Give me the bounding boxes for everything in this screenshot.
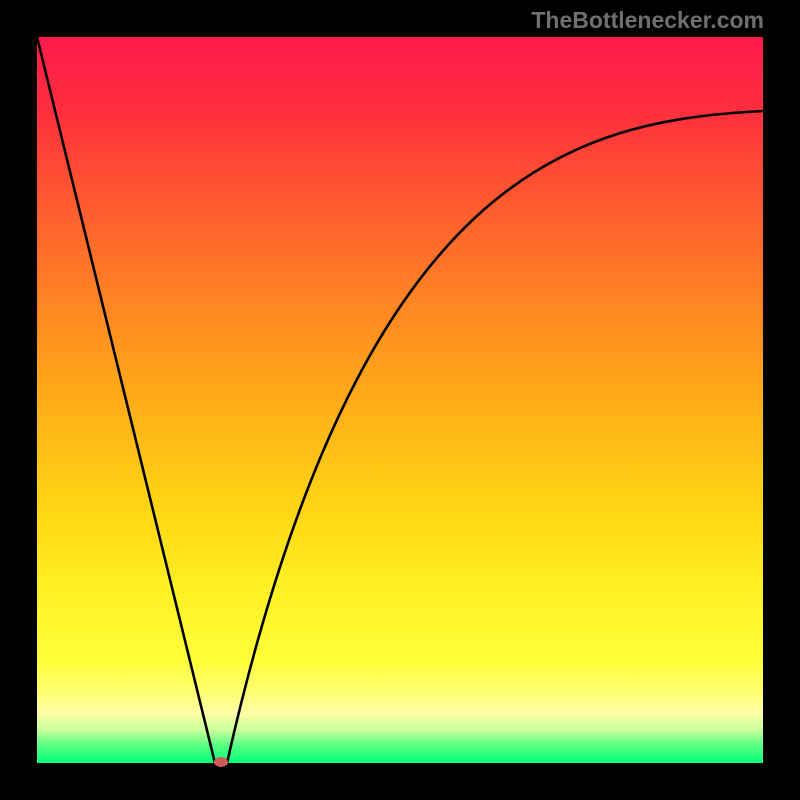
plot-area: [37, 37, 763, 763]
watermark-text: TheBottlenecker.com: [531, 7, 764, 34]
right-branch-curve: [227, 111, 763, 763]
curve-overlay: [37, 37, 763, 763]
minimum-marker: [214, 757, 228, 767]
left-branch-line: [37, 37, 215, 763]
chart-container: TheBottlenecker.com: [0, 0, 800, 800]
